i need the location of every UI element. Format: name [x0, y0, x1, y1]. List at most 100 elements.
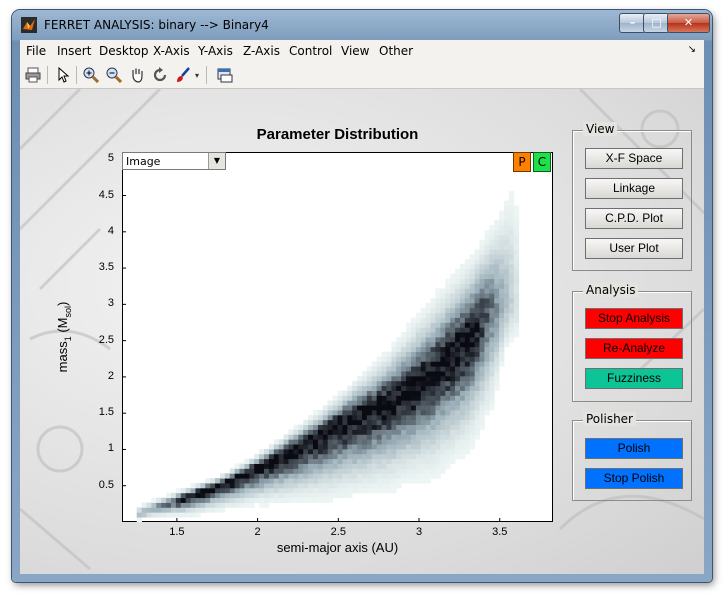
heatmap-cell — [494, 385, 500, 391]
fuzziness-button[interactable]: Fuzziness — [585, 368, 683, 389]
heatmap-cell — [410, 356, 417, 362]
heatmap-cell — [313, 473, 319, 479]
user-plot-button[interactable]: User Plot — [585, 238, 683, 259]
heatmap-cell — [494, 293, 500, 299]
plot-type-select[interactable]: Image ▼ — [122, 152, 226, 170]
heatmap-cell — [499, 283, 505, 289]
linkage-button[interactable]: Linkage — [585, 178, 683, 199]
heatmap-cell — [435, 346, 441, 353]
menu-view[interactable]: View — [341, 44, 370, 58]
heatmap-cell — [410, 400, 417, 406]
heatmap-cell — [357, 458, 363, 464]
dock-icon[interactable] — [216, 66, 234, 84]
maximize-button[interactable]: □ — [643, 13, 670, 33]
heatmap-cell — [317, 483, 324, 489]
heatmap-cell — [474, 273, 480, 279]
menu-desktop[interactable]: Desktop — [99, 44, 149, 58]
heatmap-cell — [494, 312, 500, 318]
heatmap-cell — [396, 337, 402, 343]
heatmap-cell — [357, 473, 363, 479]
heatmap-cell — [288, 468, 294, 474]
heatmap-cell — [327, 487, 333, 494]
heatmap-cell — [342, 424, 348, 430]
heatmap-cell — [464, 390, 471, 396]
menu-y-axis[interactable]: Y-Axis — [198, 44, 233, 58]
heatmap-cell — [445, 424, 451, 430]
heatmap-cell — [298, 439, 304, 445]
y-label-unit-sub: sol — [62, 305, 73, 318]
heatmap-cell — [259, 502, 265, 508]
re-analyze-button[interactable]: Re-Analyze — [585, 338, 683, 359]
c-button[interactable]: C — [533, 152, 551, 172]
menu-file[interactable]: File — [26, 44, 47, 58]
heatmap-cell — [455, 375, 461, 382]
heatmap-cell — [494, 322, 500, 328]
xf-space-button[interactable]: X-F Space — [585, 148, 683, 169]
p-button[interactable]: P — [513, 152, 531, 172]
heatmap-cell — [494, 220, 500, 226]
pan-icon[interactable] — [128, 66, 146, 84]
heatmap-cell — [469, 278, 476, 284]
heatmap-cell — [504, 229, 510, 236]
heatmap-cell — [420, 434, 427, 440]
brush-dropdown-icon[interactable]: ▾ — [194, 70, 199, 80]
heatmap-cell — [347, 410, 353, 416]
heatmap-cell — [489, 239, 495, 245]
heatmap-cell — [474, 390, 480, 396]
menu-other[interactable]: Other — [379, 44, 414, 58]
heatmap-cell — [303, 429, 309, 435]
zoom-in-icon[interactable] — [82, 66, 100, 84]
heatmap-cell — [205, 492, 211, 499]
heatmap-cell — [504, 273, 510, 279]
zoom-out-icon[interactable] — [105, 66, 123, 84]
menu-x-axis[interactable]: X-Axis — [153, 44, 190, 58]
stop-polish-button[interactable]: Stop Polish — [585, 468, 683, 489]
heatmap-cell — [508, 283, 515, 289]
minimize-button[interactable]: – — [619, 13, 646, 33]
heatmap-cell — [415, 332, 422, 338]
heatmap-cell — [303, 463, 309, 469]
heatmap-cell — [430, 385, 436, 391]
heatmap-cell — [479, 361, 485, 367]
heatmap-cell — [317, 434, 324, 440]
heatmap-cell — [455, 288, 461, 294]
cpd-plot-button[interactable]: C.P.D. Plot — [585, 208, 683, 229]
heatmap-cell — [415, 463, 422, 469]
chevron-down-icon[interactable]: ▼ — [208, 153, 225, 169]
heatmap-cell — [327, 458, 333, 464]
heatmap-cell — [366, 424, 373, 430]
menu-insert[interactable]: Insert — [57, 44, 92, 58]
heatmap-cell — [479, 371, 485, 377]
heatmap-cell — [410, 385, 417, 391]
heatmap-cell — [357, 405, 363, 411]
heatmap-cell — [450, 458, 456, 464]
heatmap-cell — [352, 448, 358, 455]
heatmap-cell — [366, 390, 373, 396]
heatmap-cell — [391, 400, 397, 406]
polish-button[interactable]: Polish — [585, 438, 683, 459]
heatmap-cell — [347, 473, 353, 479]
heatmap-cell — [440, 327, 446, 333]
menu-control[interactable]: Control — [289, 44, 333, 58]
brush-icon[interactable] — [174, 66, 192, 84]
heatmap-cell — [455, 390, 461, 396]
title-bar[interactable]: FERRET ANALYSIS: binary --> Binary4 – □ … — [12, 10, 712, 40]
close-button[interactable]: ✕ — [667, 13, 710, 33]
heatmap-cell — [464, 327, 471, 333]
menu-overflow-icon[interactable]: ↘ — [687, 44, 696, 55]
heatmap-cell — [489, 390, 495, 396]
heatmap-cell — [430, 341, 436, 348]
heatmap-cell — [479, 356, 485, 362]
menu-z-axis[interactable]: Z-Axis — [243, 44, 280, 58]
heatmap-cell — [464, 405, 471, 411]
heatmap-cell — [425, 302, 431, 309]
rotate-icon[interactable] — [151, 66, 169, 84]
heatmap-cell — [450, 380, 456, 387]
heatmap-cell — [396, 385, 402, 391]
pointer-icon[interactable] — [54, 66, 72, 84]
heatmap-cell — [254, 492, 260, 499]
stop-analysis-button[interactable]: Stop Analysis — [585, 308, 683, 329]
heatmap-cell — [366, 463, 373, 469]
heatmap-cell — [499, 337, 505, 343]
print-icon[interactable] — [24, 66, 42, 84]
